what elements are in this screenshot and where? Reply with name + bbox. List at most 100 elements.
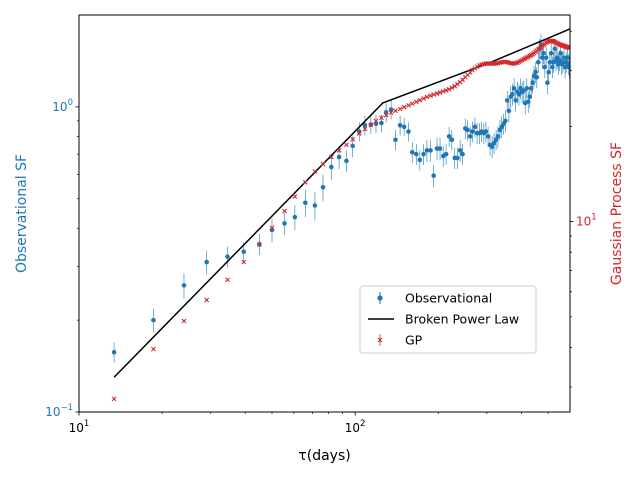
observational-point [550,64,555,70]
gp-point-stroke-b [506,60,512,66]
observational-point [413,151,419,157]
x-axis-title: τ(days) [298,448,350,464]
observational-point [303,200,308,206]
gp-point-stroke-b [549,38,555,44]
observational-point [545,80,550,85]
gp-point [393,108,398,114]
gp-point-stroke-b [554,40,560,46]
y2-tick-label-base: 10 [576,215,591,229]
gp-point-stroke-b [446,86,452,92]
observational-point [428,148,433,153]
gp-point-stroke-b [443,87,449,93]
gp-point [449,85,455,91]
observational-point [460,151,465,157]
gp-point [401,104,407,110]
gp-point [567,45,570,51]
y-tick-label-exponent: 0 [68,98,73,108]
gp-point [431,92,437,98]
observational-point [424,148,430,153]
gp-point [302,180,308,185]
observational-point [409,149,415,155]
gp-point-stroke-b [548,38,554,44]
gp-point-stroke-b [428,93,433,99]
legend: Observational Broken Power Law GP [359,285,537,354]
observational-point [516,91,522,97]
observational-point [546,69,552,75]
x-tick-label: 102 [345,419,366,435]
broken-power-law-line [113,28,570,378]
gp-point [356,131,362,136]
gp-point [320,161,326,167]
legend-gp-x [377,337,383,343]
observational-point [443,151,449,157]
gp-point-stroke-b [567,46,570,51]
x-tick-label: 101 [69,419,90,435]
gp-point [434,91,440,96]
gp-point-stroke-b [434,91,440,96]
gp-point [501,59,507,65]
observational-point [557,58,562,63]
gp-point-stroke-b [397,106,403,112]
y2-tick-label-exponent: 1 [591,213,596,223]
observational-point [525,99,531,104]
gp-point [443,87,449,93]
observational-point [344,158,349,164]
observational-point [533,69,538,75]
observational-point [552,46,558,52]
gp-point [344,142,349,148]
observational-point [527,94,533,99]
gp-point-stroke-b [388,110,394,116]
x-tick-label-base: 10 [69,421,84,435]
gp-point-stroke-b [409,101,415,107]
observational-point [292,214,298,220]
observational-point [225,254,230,259]
observational-point [567,64,570,70]
y-tick-label: 100 [52,98,73,114]
gp-point [406,103,411,108]
gp-point-stroke-b [379,115,384,121]
gp-point-stroke-b [559,42,565,48]
gp-point-stroke-b [509,61,515,66]
gp-point [111,396,117,402]
legend-entry-observational: Observational [377,291,492,306]
observational-point [397,123,403,128]
y-axis-ticks: 10−1 100 [45,98,79,419]
gp-point-stroke-b [449,85,455,91]
gp-point [292,194,298,199]
gp-point-stroke-b [320,161,326,167]
gp-point [474,64,480,70]
observational-point [556,61,561,67]
gp-point-stroke-b [406,103,411,108]
gp-point [424,94,430,100]
gp-point [256,242,262,248]
gp-point-stroke-b [431,92,437,98]
y2-axis-title: Gaussian Process SF [609,142,625,285]
gp-point-stroke-b [256,242,262,248]
gp-point-stroke-b [362,126,368,132]
gp-point-stroke-b [501,59,507,65]
gp-point [413,99,419,105]
x-axis-ticks: 101 102 [69,412,549,435]
legend-gp-label: GP [405,333,423,348]
observational-point [495,134,501,139]
observational-point [503,118,508,124]
plot-frame [78,14,571,413]
observational-point [558,50,563,56]
gp-point [181,318,187,324]
observational-point [548,50,554,56]
observational-point [204,259,209,265]
y-tick-label-base: 10 [45,405,60,419]
y-tick-label-exponent: −1 [60,403,73,413]
gp-point [388,110,394,116]
observational-point [491,140,497,146]
gp-point [282,208,287,214]
observational-point [421,151,426,157]
observational-point [388,107,394,112]
observational-point [446,134,452,139]
observational-point [151,317,156,323]
observational-point [547,59,553,65]
gp-point-stroke-b [557,42,562,47]
gp-point [225,277,230,283]
gp-point-stroke-b [474,64,480,70]
gp-point [362,126,368,132]
